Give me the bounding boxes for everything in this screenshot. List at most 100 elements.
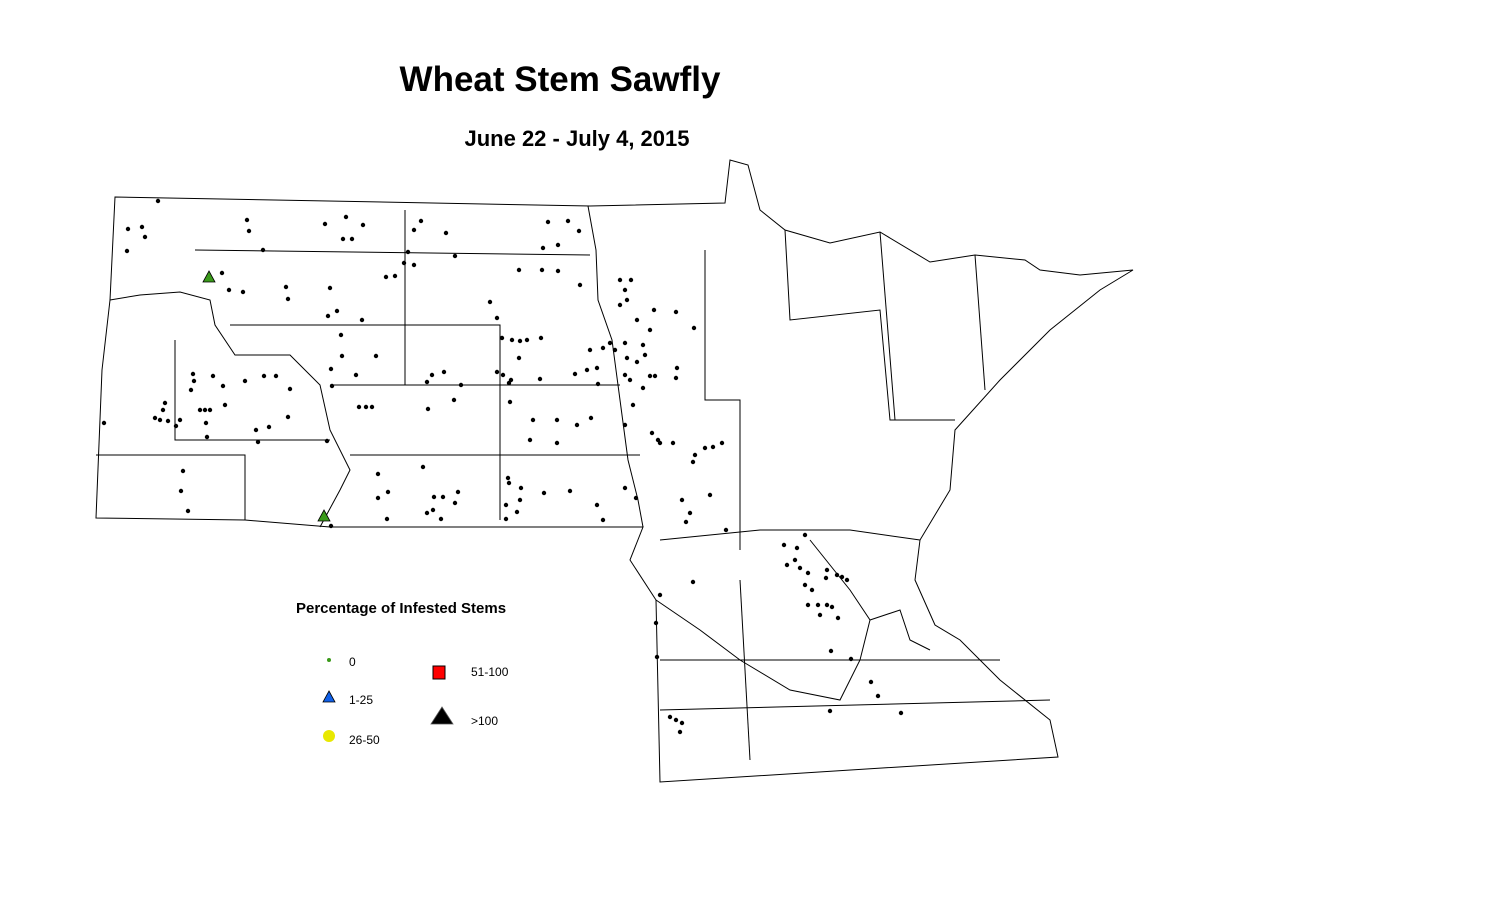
site-marker-0 — [839, 574, 845, 580]
site-marker-0 — [600, 345, 606, 351]
legend-symbol-1-25 — [322, 690, 336, 703]
site-marker-0 — [649, 430, 655, 436]
site-marker-0 — [642, 352, 648, 358]
site-marker-0 — [452, 253, 458, 259]
site-marker-0 — [657, 440, 663, 446]
site-marker-0 — [375, 471, 381, 477]
site-marker-0 — [554, 417, 560, 423]
site-marker-0 — [719, 440, 725, 446]
site-marker-0 — [588, 415, 594, 421]
site-marker-0 — [690, 459, 696, 465]
legend-symbol-0 — [327, 658, 331, 662]
site-marker-0 — [160, 407, 166, 413]
site-marker-0 — [142, 234, 148, 240]
site-marker-0 — [219, 270, 225, 276]
site-marker-0 — [178, 488, 184, 494]
site-marker-0 — [325, 313, 331, 319]
site-marker-0 — [253, 427, 259, 433]
site-marker-0 — [242, 378, 248, 384]
legend-title: Percentage of Infested Stems — [296, 600, 507, 617]
map-title: Wheat Stem Sawfly — [399, 60, 721, 99]
site-marker-0 — [443, 230, 449, 236]
site-marker-0 — [555, 242, 561, 248]
site-marker-0 — [657, 592, 663, 598]
site-marker-0 — [203, 420, 209, 426]
county-line — [96, 454, 246, 520]
site-marker-0 — [667, 714, 673, 720]
site-marker-0 — [197, 407, 203, 413]
site-marker-0 — [324, 438, 330, 444]
site-marker-0 — [809, 587, 815, 593]
county-line — [704, 250, 741, 550]
site-marker-0 — [188, 387, 194, 393]
site-marker-0 — [554, 440, 560, 446]
site-marker-0 — [334, 308, 340, 314]
site-marker-0 — [628, 277, 634, 283]
site-marker-0 — [541, 490, 547, 496]
site-marker-0 — [180, 468, 186, 474]
site-marker-0 — [824, 567, 830, 573]
site-marker-0 — [595, 381, 601, 387]
site-marker-0 — [222, 402, 228, 408]
state-boundaries — [95, 159, 1134, 783]
site-marker-0 — [617, 302, 623, 308]
site-marker-0 — [875, 693, 881, 699]
county-line — [659, 529, 921, 541]
site-marker-0 — [622, 340, 628, 346]
site-marker-0 — [401, 260, 407, 266]
site-marker-0 — [634, 359, 640, 365]
site-marker-0 — [204, 434, 210, 440]
site-marker-0 — [506, 480, 512, 486]
site-marker-0 — [517, 497, 523, 503]
site-marker-0 — [530, 417, 536, 423]
map-subtitle: June 22 - July 4, 2015 — [464, 126, 690, 151]
site-marker-0 — [898, 710, 904, 716]
site-marker-0 — [690, 579, 696, 585]
site-marker-0 — [683, 519, 689, 525]
site-marker-0 — [499, 335, 505, 341]
site-marker-0 — [514, 509, 520, 515]
site-marker-0 — [360, 222, 366, 228]
site-marker-0 — [622, 485, 628, 491]
site-marker-0 — [373, 353, 379, 359]
site-marker-0 — [343, 214, 349, 220]
site-marker-0 — [328, 523, 334, 529]
site-marker-0 — [139, 224, 145, 230]
site-marker-0 — [630, 402, 636, 408]
site-marker-0 — [287, 386, 293, 392]
site-marker-0 — [261, 373, 267, 379]
site-marker-0 — [612, 347, 618, 353]
site-marker-0 — [815, 602, 821, 608]
site-marker-0 — [202, 407, 208, 413]
site-marker-0 — [574, 422, 580, 428]
site-marker-0 — [503, 502, 509, 508]
site-marker-0 — [440, 494, 446, 500]
site-marker-0 — [246, 228, 252, 234]
site-marker-0 — [828, 648, 834, 654]
site-marker-0 — [340, 236, 346, 242]
county-line — [974, 254, 986, 391]
site-marker-0 — [622, 287, 628, 293]
site-marker-0 — [207, 407, 213, 413]
site-marker-0 — [537, 376, 543, 382]
site-marker-0 — [594, 502, 600, 508]
site-marker-0 — [634, 317, 640, 323]
site-marker-0 — [152, 415, 158, 421]
site-marker-0 — [707, 492, 713, 498]
site-marker-0 — [210, 373, 216, 379]
site-marker-0 — [824, 602, 830, 608]
site-marker-0 — [244, 217, 250, 223]
site-marker-0 — [587, 347, 593, 353]
site-marker-0 — [173, 423, 179, 429]
site-marker-0 — [125, 226, 131, 232]
site-marker-0 — [802, 532, 808, 538]
site-marker-0 — [827, 708, 833, 714]
site-marker-0 — [429, 372, 435, 378]
site-marker-0 — [577, 282, 583, 288]
site-marker-0 — [392, 273, 398, 279]
legend-symbol-26-50 — [323, 730, 335, 742]
site-marker-0 — [652, 373, 658, 379]
site-marker-0 — [458, 382, 464, 388]
site-marker-0 — [177, 417, 183, 423]
legend-symbol-over-100 — [430, 706, 454, 725]
